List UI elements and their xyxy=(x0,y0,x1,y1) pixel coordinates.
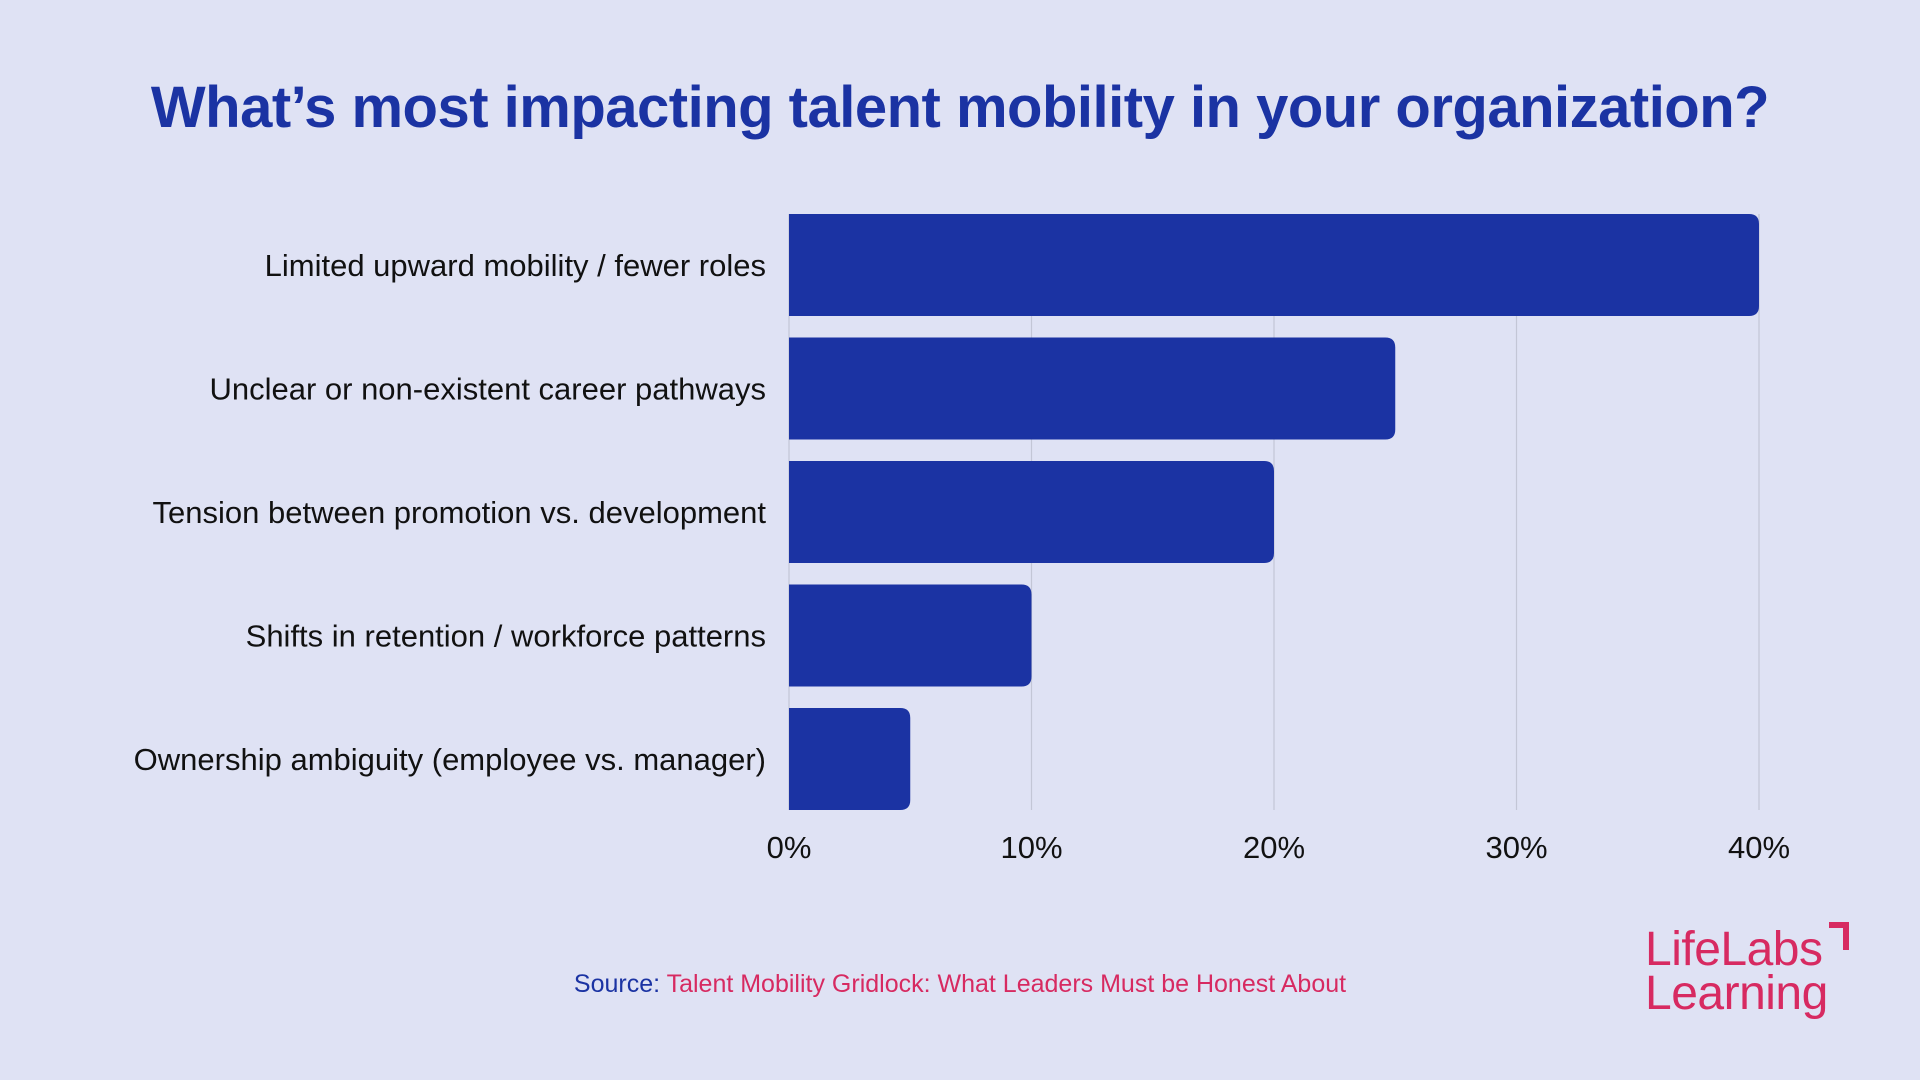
category-label: Limited upward mobility / fewer roles xyxy=(265,248,766,283)
x-tick-label: 30% xyxy=(1485,830,1547,865)
source-note: Source: Talent Mobility Gridlock: What L… xyxy=(0,970,1920,999)
logo-line-1: LifeLabs xyxy=(1645,923,1823,976)
logo-bracket-icon xyxy=(1829,922,1849,950)
x-tick-label: 20% xyxy=(1243,830,1305,865)
source-link[interactable]: Talent Mobility Gridlock: What Leaders M… xyxy=(666,970,1347,998)
lifelabs-logo: LifeLabs Learning xyxy=(1645,920,1855,1025)
bar xyxy=(789,584,1032,687)
category-label: Tension between promotion vs. developmen… xyxy=(153,495,767,530)
category-label: Unclear or non-existent career pathways xyxy=(209,372,766,407)
x-axis-ticks: 0% 10% 20% 30% 40% xyxy=(767,830,1790,865)
category-label: Ownership ambiguity (employee vs. manage… xyxy=(134,742,766,777)
bar xyxy=(789,337,1396,440)
bars xyxy=(789,214,1759,810)
bar xyxy=(789,214,1759,316)
source-prefix: Source: xyxy=(573,970,667,998)
category-labels: Limited upward mobility / fewer roles Unc… xyxy=(134,248,767,777)
category-label: Shifts in retention / workforce patterns xyxy=(246,619,766,654)
logo-line-2: Learning xyxy=(1645,967,1828,1020)
chart-title: What’s most impacting talent mobility in… xyxy=(150,75,1770,140)
x-tick-label: 0% xyxy=(767,830,812,865)
bar xyxy=(789,708,911,810)
x-tick-label: 40% xyxy=(1728,830,1790,865)
x-tick-label: 10% xyxy=(1000,830,1062,865)
bar xyxy=(789,461,1274,563)
bar-chart: Limited upward mobility / fewer roles Unc… xyxy=(134,214,1790,865)
